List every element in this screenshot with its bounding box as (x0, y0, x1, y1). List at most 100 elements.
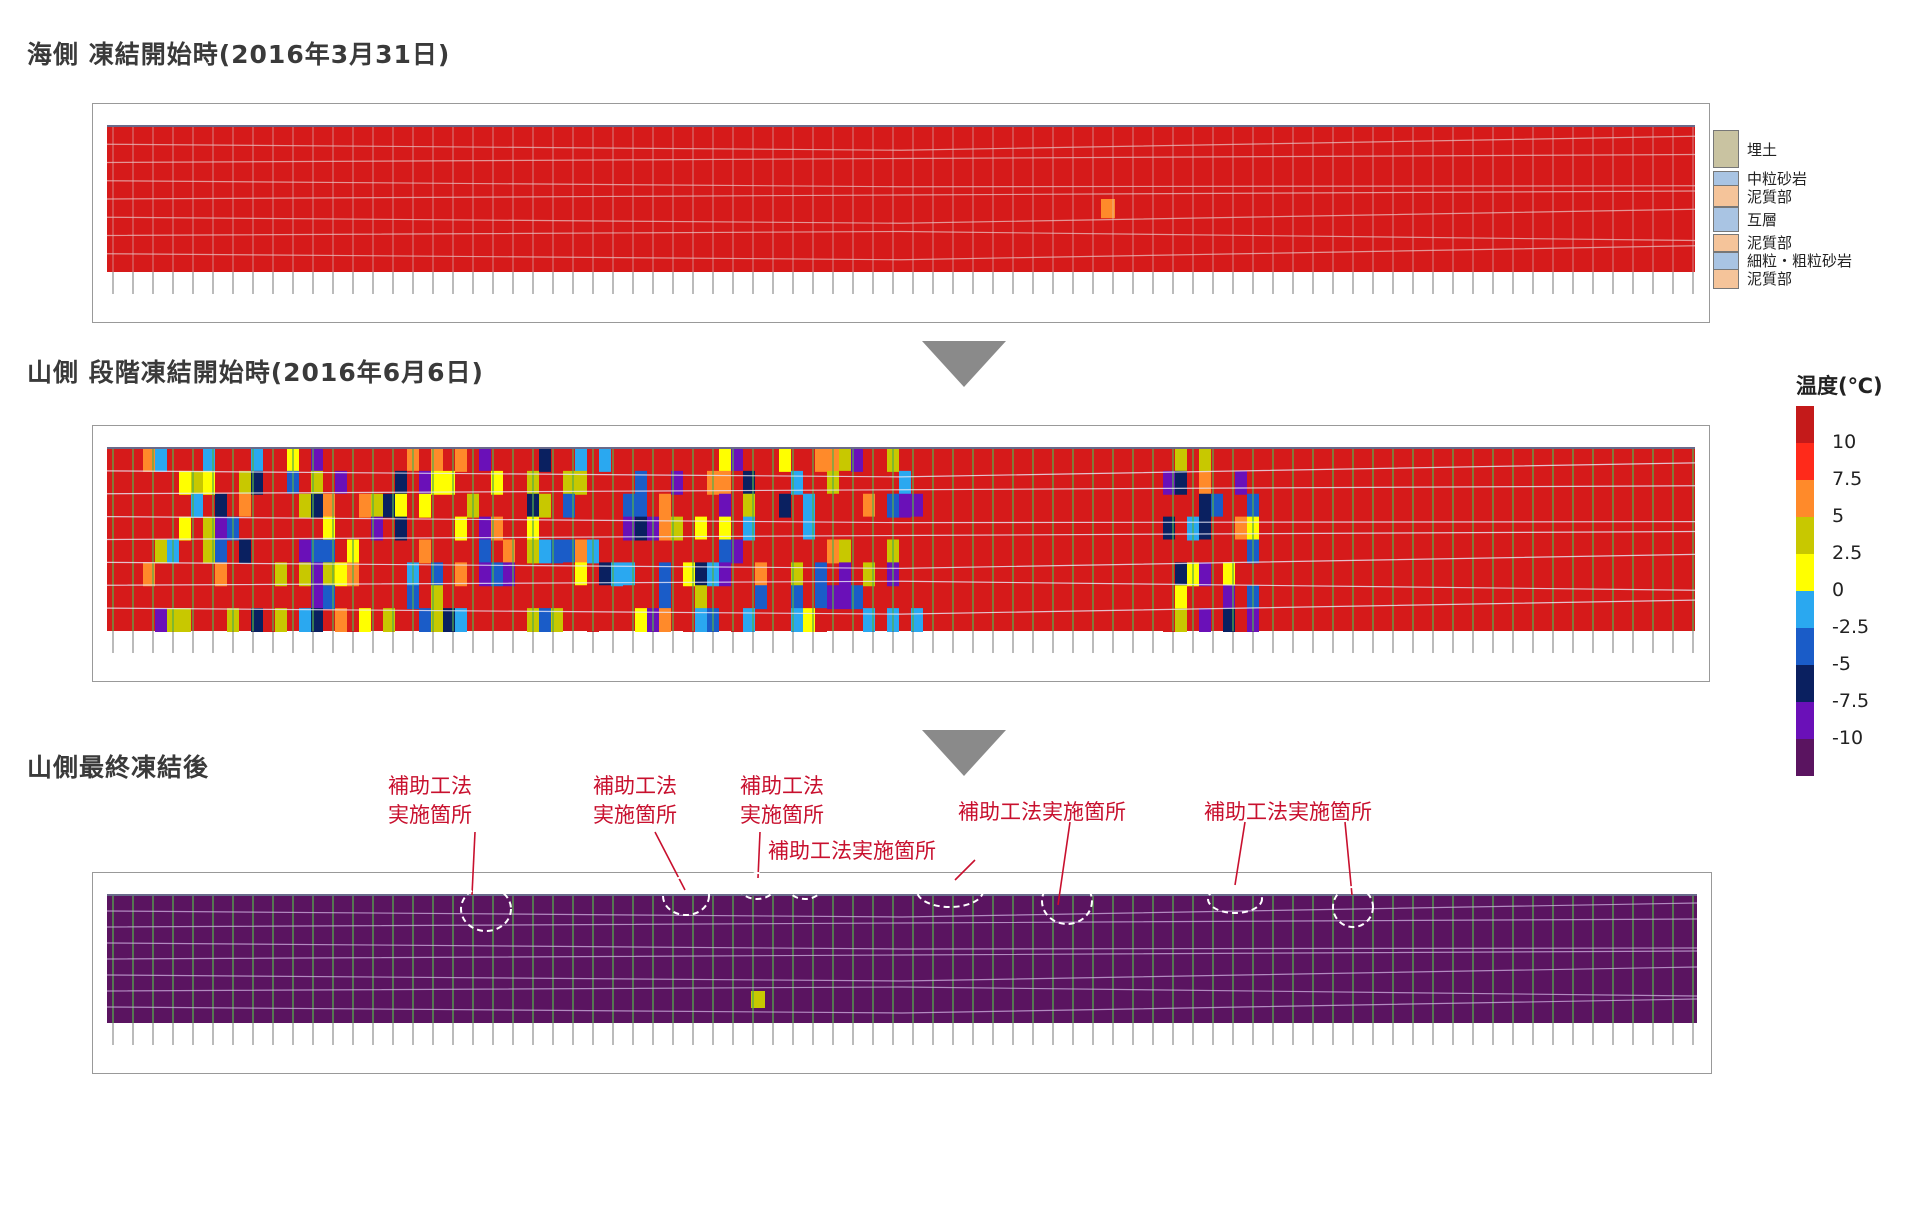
temperature-cell (1163, 539, 1175, 564)
temperature-cell (263, 516, 275, 541)
temperature-cell (155, 516, 167, 541)
temperature-cell (359, 562, 371, 587)
callout-auxiliary-method: 補助工法実施箇所 (958, 798, 1126, 827)
temperature-cell (1223, 562, 1235, 587)
temperature-cell (419, 608, 431, 632)
temperature-cell (599, 585, 611, 610)
temperature-cell (539, 448, 551, 472)
temperature-cell (1235, 539, 1247, 564)
temperature-cell (479, 562, 491, 587)
geology-swatch (1713, 268, 1739, 289)
geology-label: 互層 (1747, 211, 1778, 229)
temperature-cell (731, 608, 743, 632)
temperature-cell (803, 539, 815, 564)
strata-boundary-line (106, 599, 1696, 615)
temperature-cell (1199, 470, 1211, 495)
temperature-cell (563, 539, 575, 564)
temperature-cell (779, 448, 791, 472)
temperature-cell (1199, 562, 1211, 587)
temperature-cell (779, 493, 791, 518)
geology-swatch (1713, 130, 1739, 168)
temperature-cell (839, 585, 851, 610)
strata-boundary-line (106, 153, 1696, 164)
callout-auxiliary-method: 補助工法実施箇所 (768, 837, 936, 866)
callout-auxiliary-method: 補助工法 実施箇所 (593, 772, 677, 830)
temperature-cell (1175, 448, 1187, 472)
temperature-cell (203, 470, 215, 495)
temperature-cell (371, 516, 383, 541)
temperature-cell (575, 539, 587, 564)
temperature-cell (431, 448, 443, 472)
geology-label: 泥質部 (1747, 270, 1793, 288)
temperature-cell (311, 470, 323, 495)
temperature-cell (419, 493, 431, 518)
temperature-cell (371, 493, 383, 518)
temperature-cell (815, 608, 827, 632)
temperature-cell (395, 516, 407, 541)
temperature-cell (431, 608, 443, 632)
callout-auxiliary-method: 補助工法実施箇所 (1204, 798, 1372, 827)
temperature-tick: -10 (1832, 727, 1864, 749)
temperature-cell (311, 608, 323, 632)
temperature-cell (551, 539, 563, 564)
temperature-cell (1199, 448, 1211, 472)
temperature-cell (263, 448, 275, 472)
temperature-cell (275, 493, 287, 518)
temperature-cell (263, 608, 275, 632)
callout-line: 補助工法 (388, 774, 472, 798)
strata-boundary-line (106, 580, 1696, 591)
temperature-cell (839, 470, 851, 495)
temperature-cell (1199, 516, 1211, 541)
temperature-cell (191, 493, 203, 518)
temperature-cell (611, 493, 623, 518)
callout-line: 補助工法実施箇所 (1204, 800, 1372, 824)
temperature-color-segment (1796, 443, 1814, 480)
temperature-cell (299, 539, 311, 564)
temperature-cell (215, 562, 227, 587)
strata-boundary-line (106, 208, 1696, 224)
temperature-legend-title: 温度(℃) (1796, 374, 1883, 398)
temperature-cell (1235, 470, 1247, 495)
temperature-cell (299, 493, 311, 518)
temperature-cell (251, 608, 263, 632)
temperature-cell (851, 539, 863, 564)
temperature-tick: -5 (1832, 653, 1851, 675)
temperature-cell (263, 470, 275, 495)
strata-boundary-line (106, 998, 1698, 1014)
temperature-cell (731, 470, 743, 495)
temperature-cell (863, 493, 875, 518)
temperature-cell (479, 470, 491, 495)
temperature-cell (335, 516, 347, 541)
geology-legend-row: 泥質部 (1713, 185, 1792, 207)
temperature-tick: 5 (1832, 505, 1845, 527)
temperature-cell (155, 539, 167, 564)
temperature-cell (803, 516, 815, 541)
temperature-tick: 0 (1832, 579, 1845, 601)
temperature-cell (311, 539, 323, 564)
temperature-cell (203, 448, 215, 472)
temperature-cell (635, 585, 647, 610)
temperature-cell (1211, 448, 1223, 472)
temperature-cell (143, 539, 155, 564)
temperature-cell (743, 516, 755, 541)
temperature-cell (491, 516, 503, 541)
strata-boundary-line (106, 180, 1696, 188)
temperature-cell (335, 608, 347, 632)
temperature-cell (755, 562, 767, 587)
temperature-cell (755, 585, 767, 610)
temperature-cell (743, 562, 755, 587)
temperature-cell (203, 539, 215, 564)
temperature-cell (323, 539, 335, 564)
temperature-cell (1235, 608, 1247, 632)
temperature-cell (491, 562, 503, 587)
temperature-color-bar (1796, 406, 1814, 776)
temperature-cell (803, 493, 815, 518)
temperature-cell (1163, 608, 1175, 632)
temperature-cell (455, 562, 467, 587)
temperature-cell (335, 493, 347, 518)
strata-boundary-line (106, 135, 1696, 151)
temperature-cell (755, 493, 767, 518)
temperature-cell (443, 470, 455, 495)
temperature-cell (299, 608, 311, 632)
temperature-cell (623, 470, 635, 495)
